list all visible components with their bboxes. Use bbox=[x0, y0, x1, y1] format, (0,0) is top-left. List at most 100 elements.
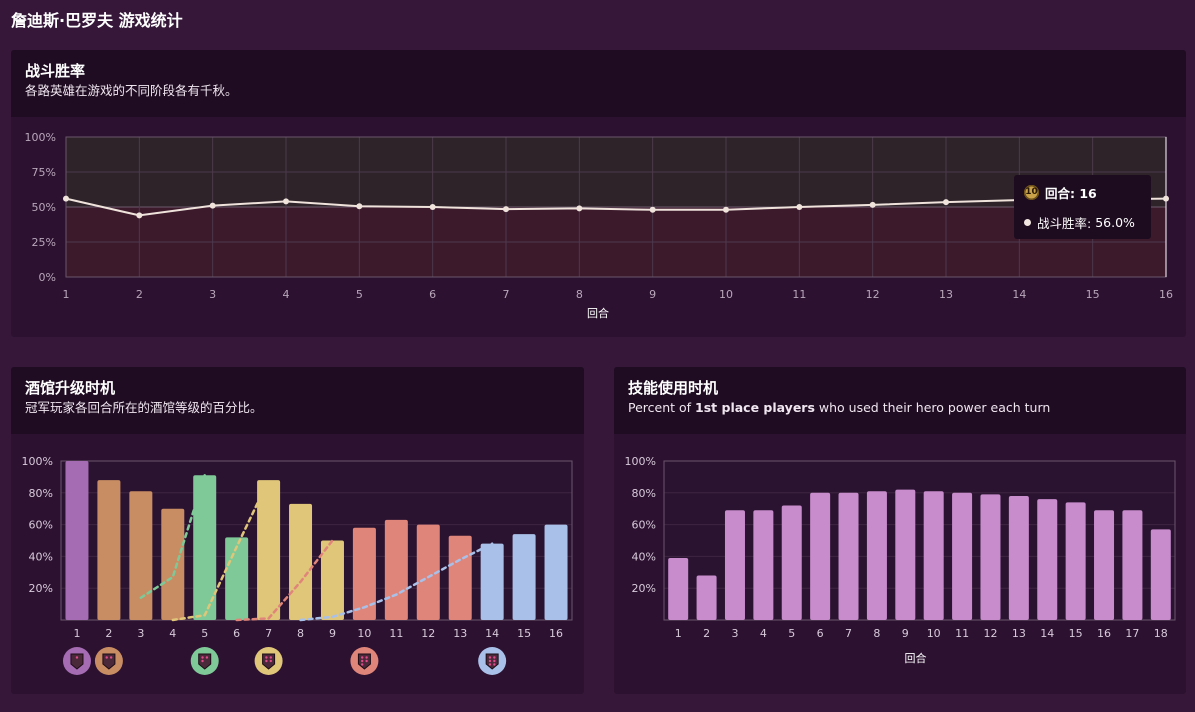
hero-xtick-label: 3 bbox=[731, 627, 738, 640]
hero-xtick-label: 9 bbox=[902, 627, 909, 640]
tavern-tier-pip-icon bbox=[75, 656, 79, 659]
winrate-point bbox=[576, 205, 583, 212]
winrate-point bbox=[136, 212, 143, 219]
hero-bar bbox=[866, 491, 887, 620]
hero-xtick-label: 14 bbox=[1040, 627, 1054, 640]
hero-bar bbox=[1065, 502, 1086, 620]
winrate-xtick-label: 10 bbox=[719, 288, 733, 301]
tavern-tier-pip-icon bbox=[493, 663, 496, 666]
winrate-xtick-label: 8 bbox=[576, 288, 583, 301]
hero-ytick-label: 20% bbox=[632, 582, 656, 595]
tavern-bar bbox=[320, 540, 344, 620]
winrate-x-axis-title: 回合 bbox=[587, 306, 609, 320]
winrate-xtick-label: 5 bbox=[356, 288, 363, 301]
winrate-xtick-label: 6 bbox=[429, 288, 436, 301]
winrate-xtick-label: 1 bbox=[63, 288, 70, 301]
tooltip-value: 56.0% bbox=[1095, 215, 1135, 230]
hero-subtitle-pre: Percent of bbox=[628, 400, 696, 415]
tavern-tier-pip-icon bbox=[488, 656, 492, 659]
winrate-point bbox=[503, 206, 509, 213]
hero-bar bbox=[1094, 510, 1115, 620]
winrate-point bbox=[723, 206, 729, 213]
winrate-tooltip: 10 回合: 16 战斗胜率: 56.0% bbox=[1014, 175, 1151, 239]
winrate-series-line bbox=[65, 197, 1167, 217]
winrate-xtick-label: 7 bbox=[503, 288, 510, 301]
tavern-bar bbox=[161, 508, 185, 620]
tooltip-label: 战斗胜率: bbox=[1037, 216, 1092, 231]
winrate-xtick-label: 13 bbox=[939, 288, 953, 301]
winrate-xtick-label: 16 bbox=[1159, 288, 1173, 301]
tavern-tier-pip-icon bbox=[105, 656, 108, 659]
winrate-xtick-label: 12 bbox=[866, 288, 880, 301]
tavern-xtick-label: 15 bbox=[517, 627, 531, 640]
winrate-ytick-label: 0% bbox=[39, 271, 56, 284]
tavern-tier-dashed-line bbox=[139, 474, 206, 599]
tavern-tier-pip-icon bbox=[493, 659, 496, 663]
tavern-xtick-label: 7 bbox=[265, 627, 272, 640]
hero-bar bbox=[696, 575, 717, 620]
tavern-tier-pip-icon bbox=[488, 659, 492, 663]
hero-bar bbox=[1037, 499, 1058, 620]
hero-bar bbox=[781, 505, 802, 620]
hero-x-axis-title: 回合 bbox=[905, 651, 927, 665]
tavern-xtick-label: 10 bbox=[357, 627, 371, 640]
winrate-xtick-label: 4 bbox=[283, 288, 290, 301]
tavern-xtick-label: 14 bbox=[485, 627, 499, 640]
tavern-bar bbox=[448, 535, 472, 620]
winrate-ytick-label: 75% bbox=[32, 166, 56, 179]
winrate-xtick-label: 14 bbox=[1012, 288, 1026, 301]
hero-xtick-label: 7 bbox=[845, 627, 852, 640]
tavern-plot-frame bbox=[60, 460, 573, 621]
tavern-ytick-label: 80% bbox=[29, 487, 53, 500]
winrate-title: 战斗胜率 bbox=[25, 62, 86, 80]
tavern-card-header: 酒馆升级时机 冠军玩家各回合所在的酒馆等级的百分比。 bbox=[11, 367, 584, 434]
tavern-tier-pip-icon bbox=[269, 656, 272, 659]
winrate-ytick-label: 50% bbox=[32, 201, 56, 214]
tavern-tier-pip-icon bbox=[493, 656, 496, 659]
hero-xtick-label: 5 bbox=[788, 627, 795, 640]
hero-bar bbox=[838, 492, 859, 620]
winrate-point bbox=[1163, 195, 1169, 202]
hero-ytick-label: 40% bbox=[632, 550, 656, 563]
winrate-xtick-label: 11 bbox=[792, 288, 806, 301]
hero-xtick-label: 1 bbox=[675, 627, 682, 640]
tavern-xtick-label: 5 bbox=[201, 627, 208, 640]
tavern-xtick-label: 1 bbox=[73, 627, 80, 640]
hero-title: 技能使用时机 bbox=[628, 379, 719, 397]
tavern-xtick-label: 9 bbox=[329, 627, 336, 640]
tavern-xtick-label: 2 bbox=[105, 627, 112, 640]
hero-xtick-label: 16 bbox=[1097, 627, 1111, 640]
tavern-tier-pip-icon bbox=[109, 656, 113, 659]
tavern-xtick-label: 6 bbox=[233, 627, 240, 640]
tavern-tier-pip-icon bbox=[361, 656, 364, 659]
hero-subtitle: Percent of 1st place players who used th… bbox=[628, 399, 1172, 416]
tooltip-header: 回合: 16 bbox=[1045, 185, 1097, 201]
tooltip-dot-icon bbox=[1024, 219, 1031, 226]
hero-ytick-label: 100% bbox=[625, 455, 656, 468]
tavern-card: 酒馆升级时机 冠军玩家各回合所在的酒馆等级的百分比。 20% 40% 60% 80% 1… bbox=[11, 367, 584, 694]
tavern-bar bbox=[129, 491, 153, 620]
hero-bar bbox=[1122, 510, 1143, 620]
tavern-bar bbox=[480, 543, 504, 620]
tavern-subtitle: 冠军玩家各回合所在的酒馆等级的百分比。 bbox=[25, 400, 263, 415]
hero-xtick-label: 13 bbox=[1012, 627, 1026, 640]
hero-card-header: 技能使用时机 Percent of 1st place players who … bbox=[614, 367, 1186, 434]
tavern-tier-pip-icon bbox=[488, 663, 492, 666]
winrate-point bbox=[283, 198, 289, 205]
hero-power-chart: 20%40%60%80%100%1 2 3 4 5 6 7 8 9 10 11 12 13 14 15 16 1… bbox=[625, 455, 1176, 665]
hero-bar bbox=[724, 510, 745, 620]
hero-xtick-label: 4 bbox=[760, 627, 767, 640]
tavern-tier-pip-icon bbox=[361, 659, 364, 663]
tavern-tier-pip-icon bbox=[205, 656, 209, 659]
tavern-ytick-label: 60% bbox=[29, 519, 53, 532]
hero-bar bbox=[895, 489, 916, 620]
hero-ytick-label: 60% bbox=[632, 519, 656, 532]
hero-xtick-label: 17 bbox=[1125, 627, 1139, 640]
tavern-bar bbox=[512, 534, 536, 620]
tavern-xtick-label: 12 bbox=[421, 627, 435, 640]
hero-bar bbox=[1150, 529, 1171, 620]
tavern-tier-pip-icon bbox=[269, 659, 272, 663]
tavern-bar bbox=[193, 475, 217, 620]
winrate-point bbox=[869, 201, 876, 208]
hero-plot-frame bbox=[663, 460, 1176, 621]
